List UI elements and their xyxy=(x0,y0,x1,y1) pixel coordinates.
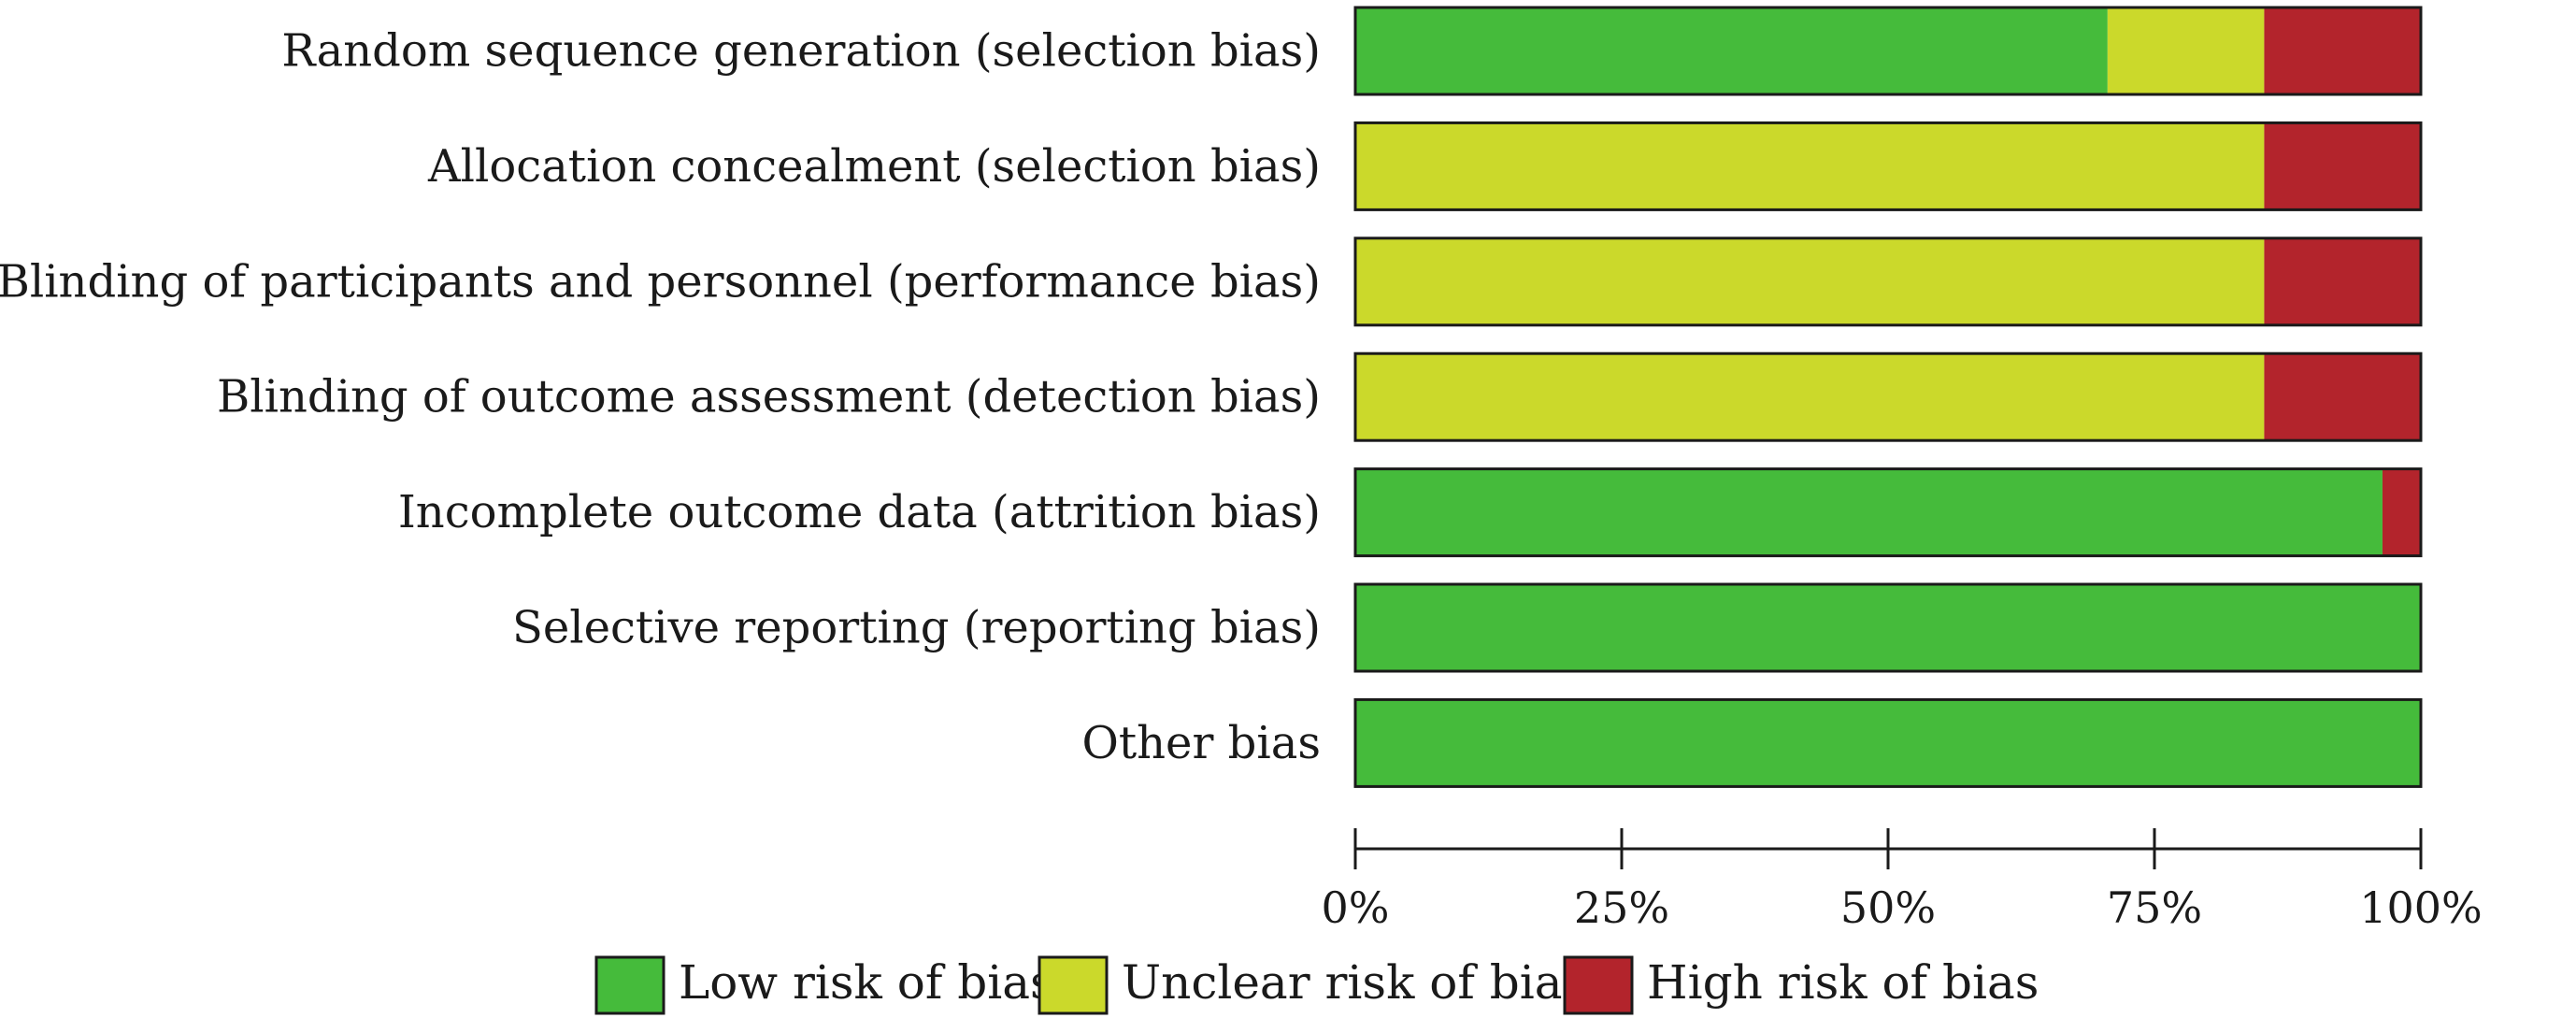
legend-item-high-risk-of-bias: High risk of bias xyxy=(1563,955,2039,1015)
category-labels: Random sequence generation (selection bi… xyxy=(0,25,1321,769)
legend-item-low-risk-of-bias: Low risk of bias xyxy=(594,955,1054,1015)
bar-segment-unclear-risk-of-bias xyxy=(1355,353,2265,441)
category-label-1: Random sequence generation (selection bi… xyxy=(281,25,1321,78)
bar-row-6 xyxy=(1353,582,2423,673)
category-label-7: Other bias xyxy=(1082,717,1322,769)
legend-swatch xyxy=(594,955,665,1015)
bar-outline xyxy=(1353,467,2423,558)
legend-label: Unclear risk of bias xyxy=(1122,955,1586,1010)
bar-segment-high-risk-of-bias xyxy=(2264,353,2421,441)
bar-row-5 xyxy=(1353,467,2423,558)
bar-row-3 xyxy=(1353,237,2423,327)
x-tick-label: 50% xyxy=(1840,882,1936,933)
x-tick-label: 25% xyxy=(1574,882,1669,933)
bars-layer xyxy=(1353,6,2423,788)
x-axis: 0% 25% 50% 75% 100% xyxy=(1322,828,2483,933)
bar-segment-low-risk-of-bias xyxy=(1355,468,2383,556)
category-label-4: Blinding of outcome assessment (detectio… xyxy=(217,371,1321,423)
bar-segment-high-risk-of-bias xyxy=(2264,237,2421,325)
legend: Low risk of bias Unclear risk of bias High… xyxy=(594,955,2039,1015)
bar-segment-unclear-risk-of-bias xyxy=(1355,122,2265,210)
bar-outline xyxy=(1353,351,2423,442)
x-tick-label: 0% xyxy=(1322,882,1390,933)
category-label-2: Allocation concealment (selection bias) xyxy=(427,140,1321,193)
legend-swatch xyxy=(1038,955,1109,1015)
legend-swatch xyxy=(1563,955,1634,1015)
bar-segment-low-risk-of-bias xyxy=(1355,699,2421,787)
legend-label: Low risk of bias xyxy=(679,955,1054,1010)
bar-segment-unclear-risk-of-bias xyxy=(1355,237,2265,325)
legend-label: High risk of bias xyxy=(1647,955,2039,1010)
bar-segment-high-risk-of-bias xyxy=(2382,468,2421,556)
bar-outline xyxy=(1353,582,2423,673)
category-label-6: Selective reporting (reporting bias) xyxy=(512,602,1321,654)
bar-segment-low-risk-of-bias xyxy=(1355,584,2421,671)
bar-segment-high-risk-of-bias xyxy=(2264,7,2421,94)
bar-segment-low-risk-of-bias xyxy=(1355,7,2108,94)
bar-row-2 xyxy=(1353,121,2423,211)
bar-segment-unclear-risk-of-bias xyxy=(2107,7,2265,94)
bar-row-4 xyxy=(1353,351,2423,442)
bar-outline xyxy=(1353,121,2423,211)
bar-segment-high-risk-of-bias xyxy=(2264,122,2421,210)
bar-outline xyxy=(1353,6,2423,96)
x-tick-label: 75% xyxy=(2107,882,2202,933)
bar-outline xyxy=(1353,237,2423,327)
category-label-5: Incomplete outcome data (attrition bias) xyxy=(398,486,1321,538)
bar-row-7 xyxy=(1353,697,2423,788)
legend-item-unclear-risk-of-bias: Unclear risk of bias xyxy=(1038,955,1586,1015)
bar-outline xyxy=(1353,697,2423,788)
x-tick-label: 100% xyxy=(2359,882,2483,933)
bar-row-1 xyxy=(1353,6,2423,96)
category-label-3: Blinding of participants and personnel (… xyxy=(0,255,1321,308)
